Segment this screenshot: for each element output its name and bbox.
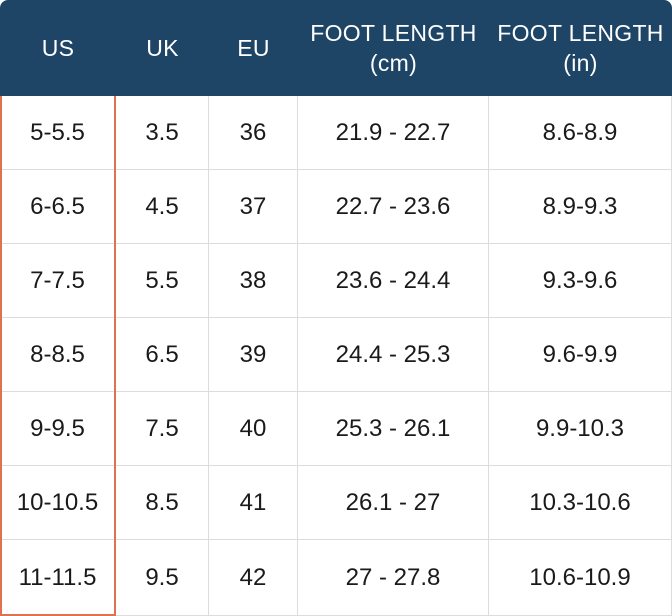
cell-foot-length-in: 10.3-10.6 (489, 466, 672, 540)
cell-uk: 9.5 (116, 540, 209, 616)
cell-us: 9-9.5 (0, 392, 116, 466)
cell-foot-length-cm: 23.6 - 24.4 (298, 244, 489, 318)
cell-foot-length-cm: 27 - 27.8 (298, 540, 489, 616)
cell-uk: 4.5 (116, 170, 209, 244)
header-label: FOOT LENGTH (497, 20, 664, 46)
cell-foot-length-in: 9.9-10.3 (489, 392, 672, 466)
header-foot-length-cm: FOOT LENGTH (cm) (298, 0, 489, 96)
cell-uk: 7.5 (116, 392, 209, 466)
header-eu: EU (209, 0, 298, 96)
cell-us: 6-6.5 (0, 170, 116, 244)
cell-us: 7-7.5 (0, 244, 116, 318)
cell-uk: 5.5 (116, 244, 209, 318)
table-left-border (0, 96, 1, 616)
cell-us: 8-8.5 (0, 318, 116, 392)
cell-foot-length-cm: 26.1 - 27 (298, 466, 489, 540)
header-unit: (in) (563, 50, 598, 76)
cell-eu: 42 (209, 540, 298, 616)
header-label: EU (237, 35, 270, 61)
cell-foot-length-cm: 21.9 - 22.7 (298, 96, 489, 170)
cell-foot-length-cm: 24.4 - 25.3 (298, 318, 489, 392)
cell-eu: 38 (209, 244, 298, 318)
header-label: UK (146, 35, 179, 61)
header-label: US (41, 35, 75, 61)
cell-foot-length-in: 10.6-10.9 (489, 540, 672, 616)
cell-foot-length-in: 8.6-8.9 (489, 96, 672, 170)
cell-foot-length-in: 9.6-9.9 (489, 318, 672, 392)
cell-eu: 41 (209, 466, 298, 540)
cell-uk: 6.5 (116, 318, 209, 392)
cell-eu: 40 (209, 392, 298, 466)
cell-foot-length-cm: 22.7 - 23.6 (298, 170, 489, 244)
cell-us: 11-11.5 (0, 540, 116, 616)
cell-eu: 36 (209, 96, 298, 170)
cell-foot-length-in: 9.3-9.6 (489, 244, 672, 318)
table-header (0, 0, 672, 96)
cell-uk: 3.5 (116, 96, 209, 170)
header-label: FOOT LENGTH (310, 20, 477, 46)
header-unit: (cm) (369, 50, 418, 76)
header-foot-length-in: FOOT LENGTH (in) (489, 0, 672, 96)
cell-foot-length-in: 8.9-9.3 (489, 170, 672, 244)
cell-foot-length-cm: 25.3 - 26.1 (298, 392, 489, 466)
header-us: US (0, 0, 116, 96)
cell-uk: 8.5 (116, 466, 209, 540)
cell-us: 10-10.5 (0, 466, 116, 540)
cell-eu: 37 (209, 170, 298, 244)
header-uk: UK (116, 0, 209, 96)
cell-us: 5-5.5 (0, 96, 116, 170)
cell-eu: 39 (209, 318, 298, 392)
